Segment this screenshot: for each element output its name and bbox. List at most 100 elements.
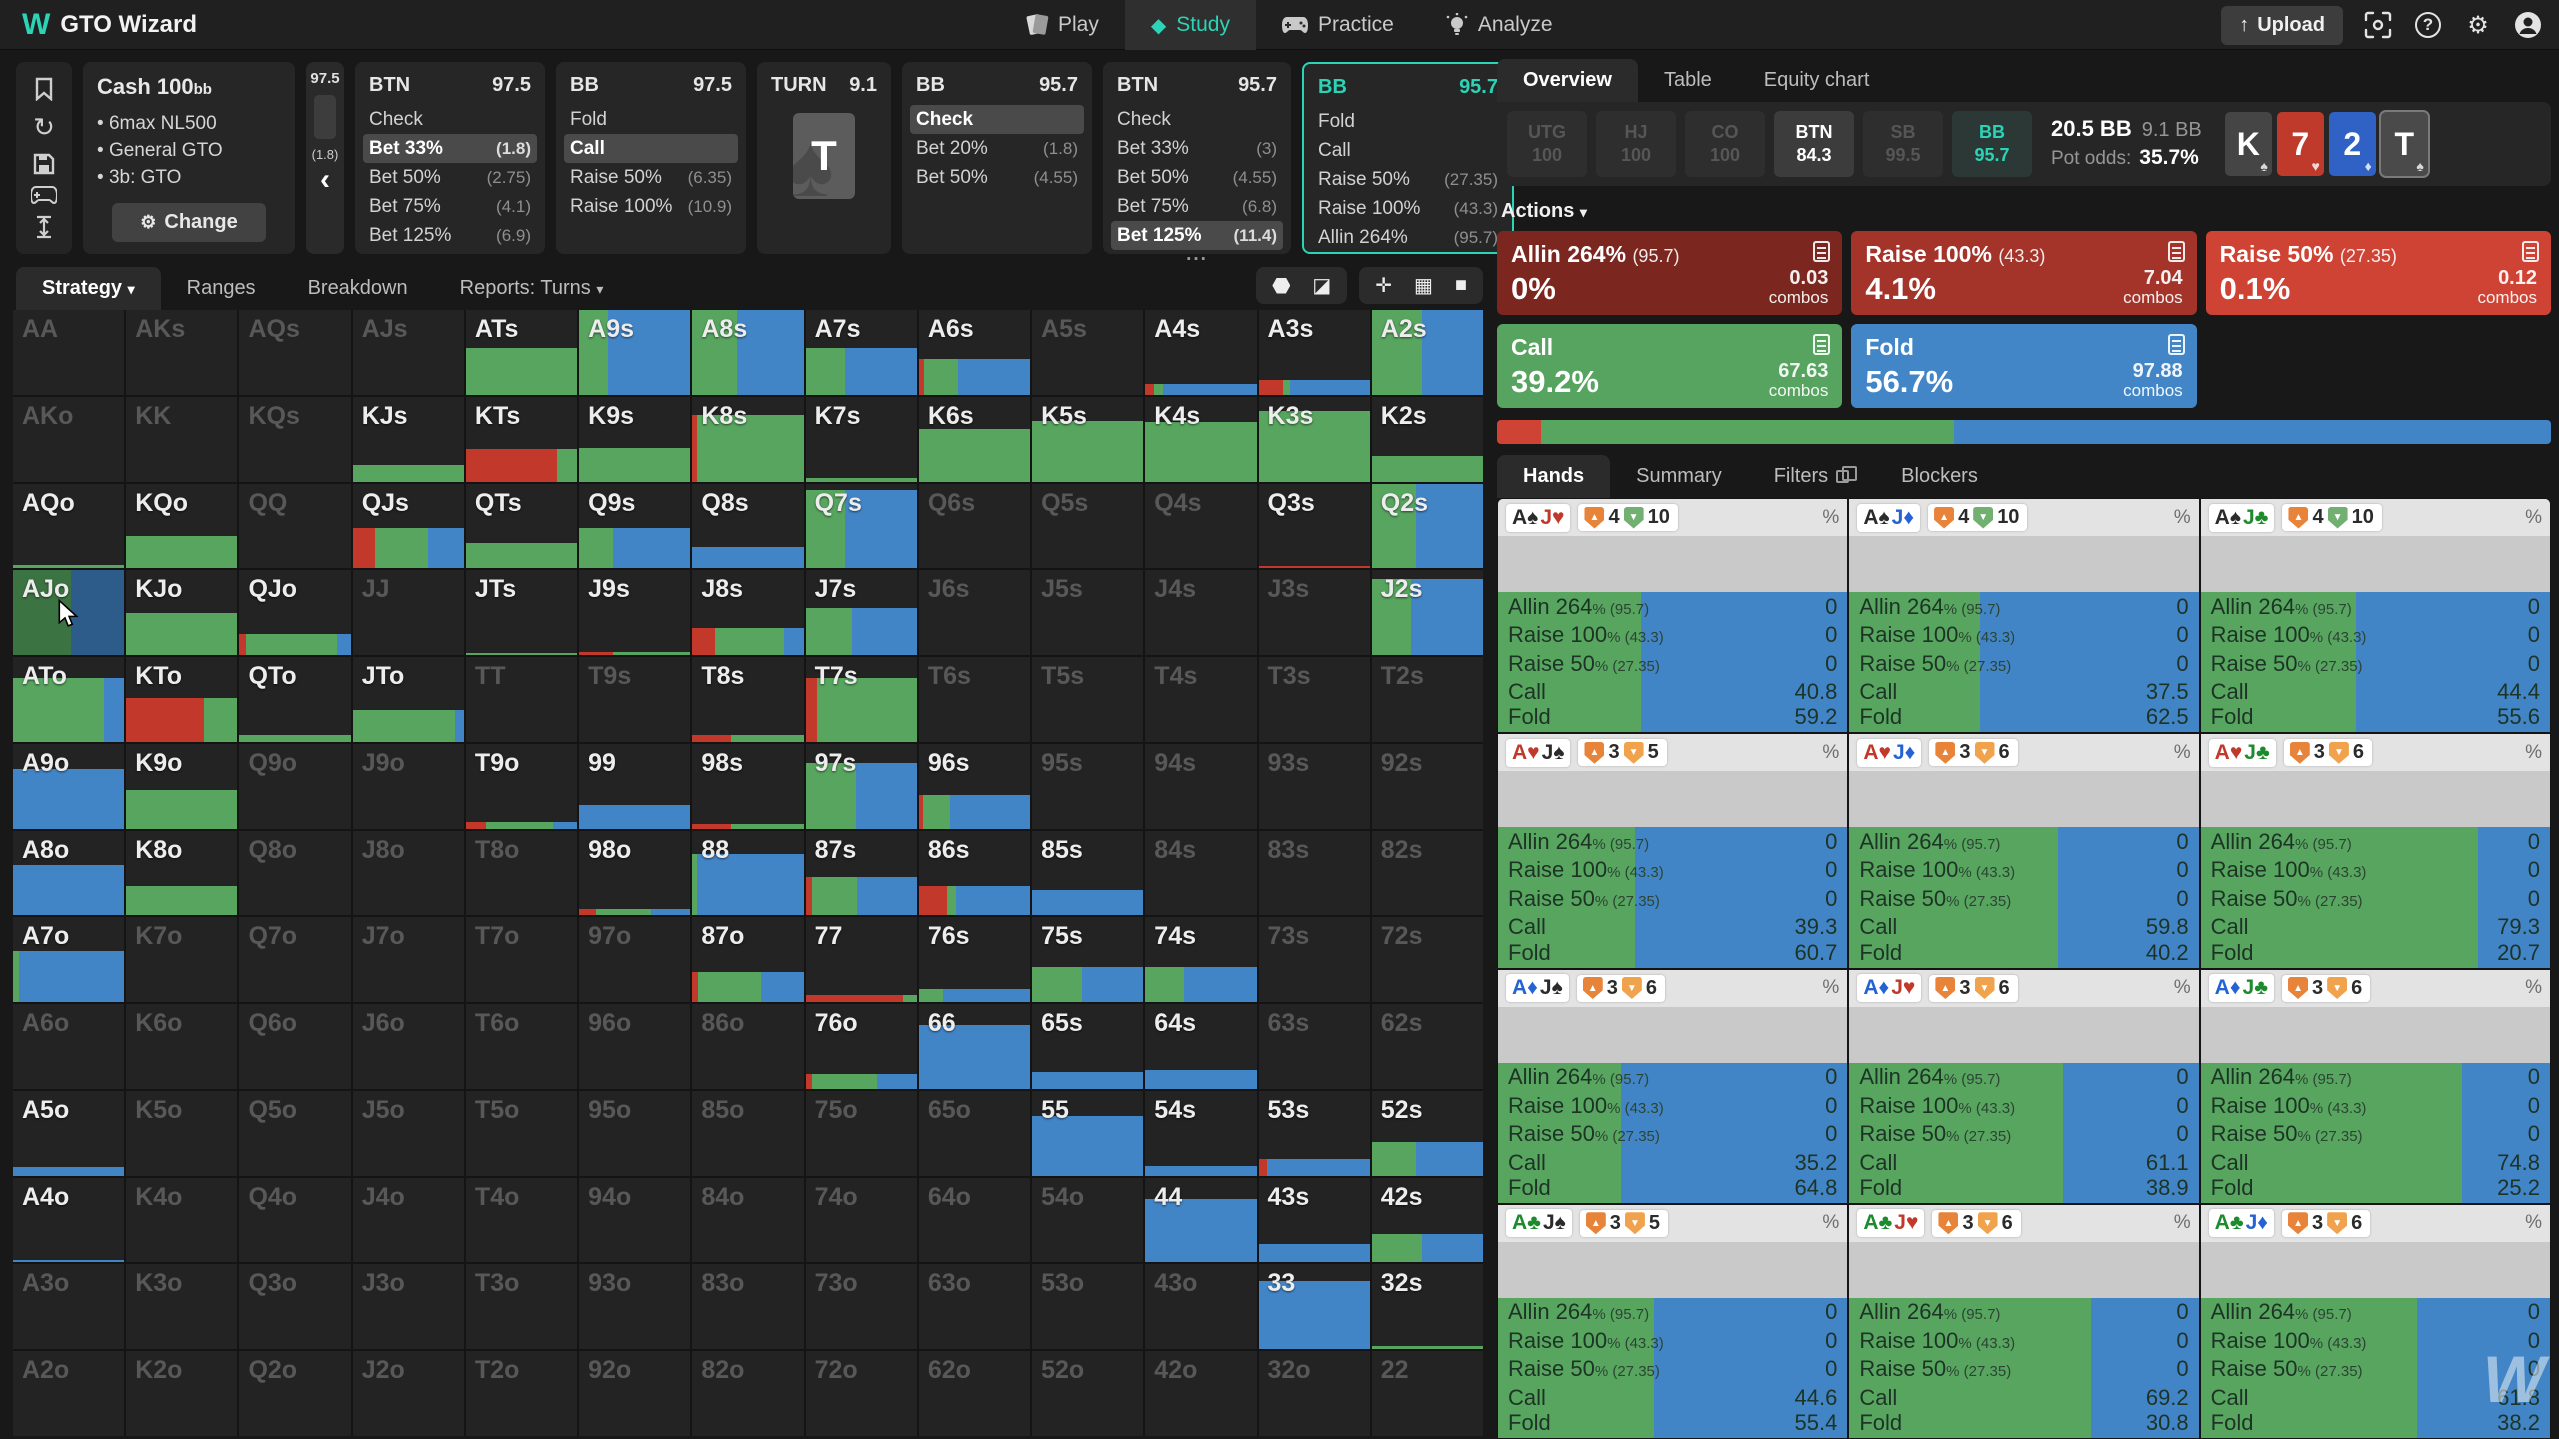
matrix-cell-A2o[interactable]: A2o — [13, 1351, 125, 1436]
matrix-cell-T2s[interactable]: T2s — [1371, 657, 1483, 742]
grid-view-icon[interactable]: ▦ — [1414, 275, 1433, 297]
matrix-cell-75o[interactable]: 75o — [805, 1090, 917, 1176]
matrix-cell-Q3o[interactable]: Q3o — [239, 1264, 351, 1350]
save-icon[interactable] — [33, 153, 55, 175]
matrix-cell-Q5o[interactable]: Q5o — [239, 1090, 351, 1176]
combo-list-icon[interactable] — [1813, 241, 1831, 262]
action-row-raise50[interactable]: Raise 50% (6.35) — [564, 163, 738, 192]
action-row-check[interactable]: Check — [910, 105, 1084, 134]
matrix-cell-J9o[interactable]: J9o — [352, 743, 464, 829]
matrix-cell-T6s[interactable]: T6s — [918, 657, 1031, 742]
matrix-cell-T6o[interactable]: T6o — [465, 1004, 578, 1089]
change-button[interactable]: ⚙ Change — [112, 203, 266, 242]
matrix-cell-87s[interactable]: 87s — [805, 830, 917, 916]
hand-combo-block-AhJc[interactable]: A♥ J♣ ▲ 3 ▼ 6% Allin 264% (95.7) 0 Raise 100% (4… — [2200, 734, 2550, 968]
matrix-cell-K2o[interactable]: K2o — [126, 1351, 238, 1436]
solid-square-icon[interactable]: ■ — [1454, 274, 1467, 296]
matrix-cell-65s[interactable]: 65s — [1032, 1004, 1144, 1089]
matrix-cell-82o[interactable]: 82o — [692, 1351, 804, 1436]
tab-reports[interactable]: Reports: Turns ▾ — [459, 277, 604, 299]
matrix-cell-Q7o[interactable]: Q7o — [239, 917, 351, 1003]
matrix-cell-86o[interactable]: 86o — [692, 1004, 804, 1089]
matrix-cell-AA[interactable]: AA — [13, 310, 125, 395]
matrix-cell-QTo[interactable]: QTo — [239, 657, 351, 742]
matrix-cell-85o[interactable]: 85o — [692, 1090, 804, 1176]
tab-equity-chart[interactable]: Equity chart — [1763, 69, 1870, 91]
matrix-cell-55[interactable]: 55 — [1032, 1090, 1144, 1176]
action-row-bet50[interactable]: Bet 50% (4.55) — [910, 163, 1084, 192]
matrix-cell-T5s[interactable]: T5s — [1032, 657, 1144, 742]
matrix-cell-AKs[interactable]: AKs — [126, 310, 238, 395]
matrix-cell-QTs[interactable]: QTs — [465, 483, 578, 569]
matrix-cell-K9o[interactable]: K9o — [126, 743, 238, 829]
matrix-cell-54s[interactable]: 54s — [1145, 1090, 1257, 1176]
hand-combo-block-AdJs[interactable]: A♦ J♠ ▲ 3 ▼ 6% Allin 264% (95.7) 0 Raise 100% (4… — [1498, 969, 1848, 1203]
matrix-cell-95s[interactable]: 95s — [1032, 743, 1144, 829]
matrix-cell-J6s[interactable]: J6s — [918, 570, 1031, 656]
action-row-raise50[interactable]: Raise 50% (27.35) — [1312, 165, 1504, 194]
matrix-cell-94o[interactable]: 94o — [579, 1177, 691, 1263]
matrix-cell-T7o[interactable]: T7o — [465, 917, 578, 1003]
matrix-cell-A9o[interactable]: A9o — [13, 743, 125, 829]
more-actions[interactable]: ... — [1186, 244, 1208, 265]
matrix-cell-99[interactable]: 99 — [579, 743, 691, 829]
matrix-cell-K7s[interactable]: K7s — [805, 396, 917, 482]
nav-practice[interactable]: Practice — [1256, 0, 1420, 50]
matrix-cell-64o[interactable]: 64o — [918, 1177, 1031, 1263]
matrix-cell-K6o[interactable]: K6o — [126, 1004, 238, 1089]
matrix-cell-Q5s[interactable]: Q5s — [1032, 483, 1144, 569]
screenshot-scan-icon[interactable] — [2363, 10, 2393, 40]
nav-play[interactable]: Play — [1000, 0, 1125, 50]
collapsed-street-panel[interactable]: 97.5 (1.8) ‹ — [306, 62, 344, 254]
matrix-cell-A7o[interactable]: A7o — [13, 917, 125, 1003]
action-row-call[interactable]: Call — [1312, 136, 1504, 165]
matrix-cell-J3s[interactable]: J3s — [1258, 570, 1370, 656]
matrix-cell-A6s[interactable]: A6s — [918, 310, 1031, 395]
combo-list-icon[interactable] — [1813, 334, 1831, 355]
matrix-cell-KTo[interactable]: KTo — [126, 657, 238, 742]
action-row-fold[interactable]: Fold — [1312, 107, 1504, 136]
matrix-cell-96o[interactable]: 96o — [579, 1004, 691, 1089]
hexagon-view-icon[interactable] — [1272, 277, 1291, 294]
matrix-cell-QJs[interactable]: QJs — [352, 483, 464, 569]
action-button-call[interactable]: Call 39.2% 67.63 combos — [1497, 324, 1843, 408]
nav-study[interactable]: ◆ Study — [1124, 0, 1256, 50]
matrix-cell-87o[interactable]: 87o — [692, 917, 804, 1003]
action-row-check[interactable]: Check — [363, 105, 537, 134]
matrix-cell-32o[interactable]: 32o — [1258, 1351, 1370, 1436]
hand-combo-block-AdJc[interactable]: A♦ J♣ ▲ 3 ▼ 6% Allin 264% (95.7) 0 Raise 100% (4… — [2200, 969, 2550, 1203]
matrix-cell-76s[interactable]: 76s — [918, 917, 1031, 1003]
tab-filters[interactable]: Filters — [1748, 455, 1875, 498]
tab-hands[interactable]: Hands — [1497, 455, 1611, 498]
matrix-cell-T3o[interactable]: T3o — [465, 1264, 578, 1350]
matrix-cell-AJo[interactable]: AJo — [13, 570, 125, 656]
matrix-cell-A3o[interactable]: A3o — [13, 1264, 125, 1350]
matrix-cell-KQo[interactable]: KQo — [126, 483, 238, 569]
matrix-cell-72s[interactable]: 72s — [1371, 917, 1483, 1003]
tab-summary[interactable]: Summary — [1636, 465, 1722, 487]
matrix-cell-J2o[interactable]: J2o — [352, 1351, 464, 1436]
matrix-cell-T9o[interactable]: T9o — [465, 743, 578, 829]
matrix-cell-42s[interactable]: 42s — [1371, 1177, 1483, 1263]
matrix-cell-53s[interactable]: 53s — [1258, 1090, 1370, 1176]
matrix-cell-J5o[interactable]: J5o — [352, 1090, 464, 1176]
game-setup-panel[interactable]: Cash 100bb • 6max NL500 • General GTO • … — [83, 62, 295, 254]
matrix-cell-JTo[interactable]: JTo — [352, 657, 464, 742]
tab-overview[interactable]: Overview — [1497, 59, 1638, 102]
matrix-cell-74s[interactable]: 74s — [1145, 917, 1257, 1003]
matrix-cell-52o[interactable]: 52o — [1032, 1351, 1144, 1436]
reset-icon[interactable]: ↻ — [33, 111, 55, 142]
matrix-cell-T7s[interactable]: T7s — [805, 657, 917, 742]
matrix-cell-K6s[interactable]: K6s — [918, 396, 1031, 482]
matrix-cell-Q6o[interactable]: Q6o — [239, 1004, 351, 1089]
matrix-cell-85s[interactable]: 85s — [1032, 830, 1144, 916]
matrix-cell-K4s[interactable]: K4s — [1145, 396, 1257, 482]
action-row-bet33[interactable]: Bet 33% (1.8) — [363, 134, 537, 163]
action-row-bet50[interactable]: Bet 50% (2.75) — [363, 163, 537, 192]
matrix-cell-97o[interactable]: 97o — [579, 917, 691, 1003]
app-logo[interactable]: W GTO Wizard — [0, 8, 197, 42]
matrix-cell-92s[interactable]: 92s — [1371, 743, 1483, 829]
matrix-cell-J3o[interactable]: J3o — [352, 1264, 464, 1350]
matrix-cell-ATo[interactable]: ATo — [13, 657, 125, 742]
action-row-raise100[interactable]: Raise 100% (10.9) — [564, 192, 738, 221]
